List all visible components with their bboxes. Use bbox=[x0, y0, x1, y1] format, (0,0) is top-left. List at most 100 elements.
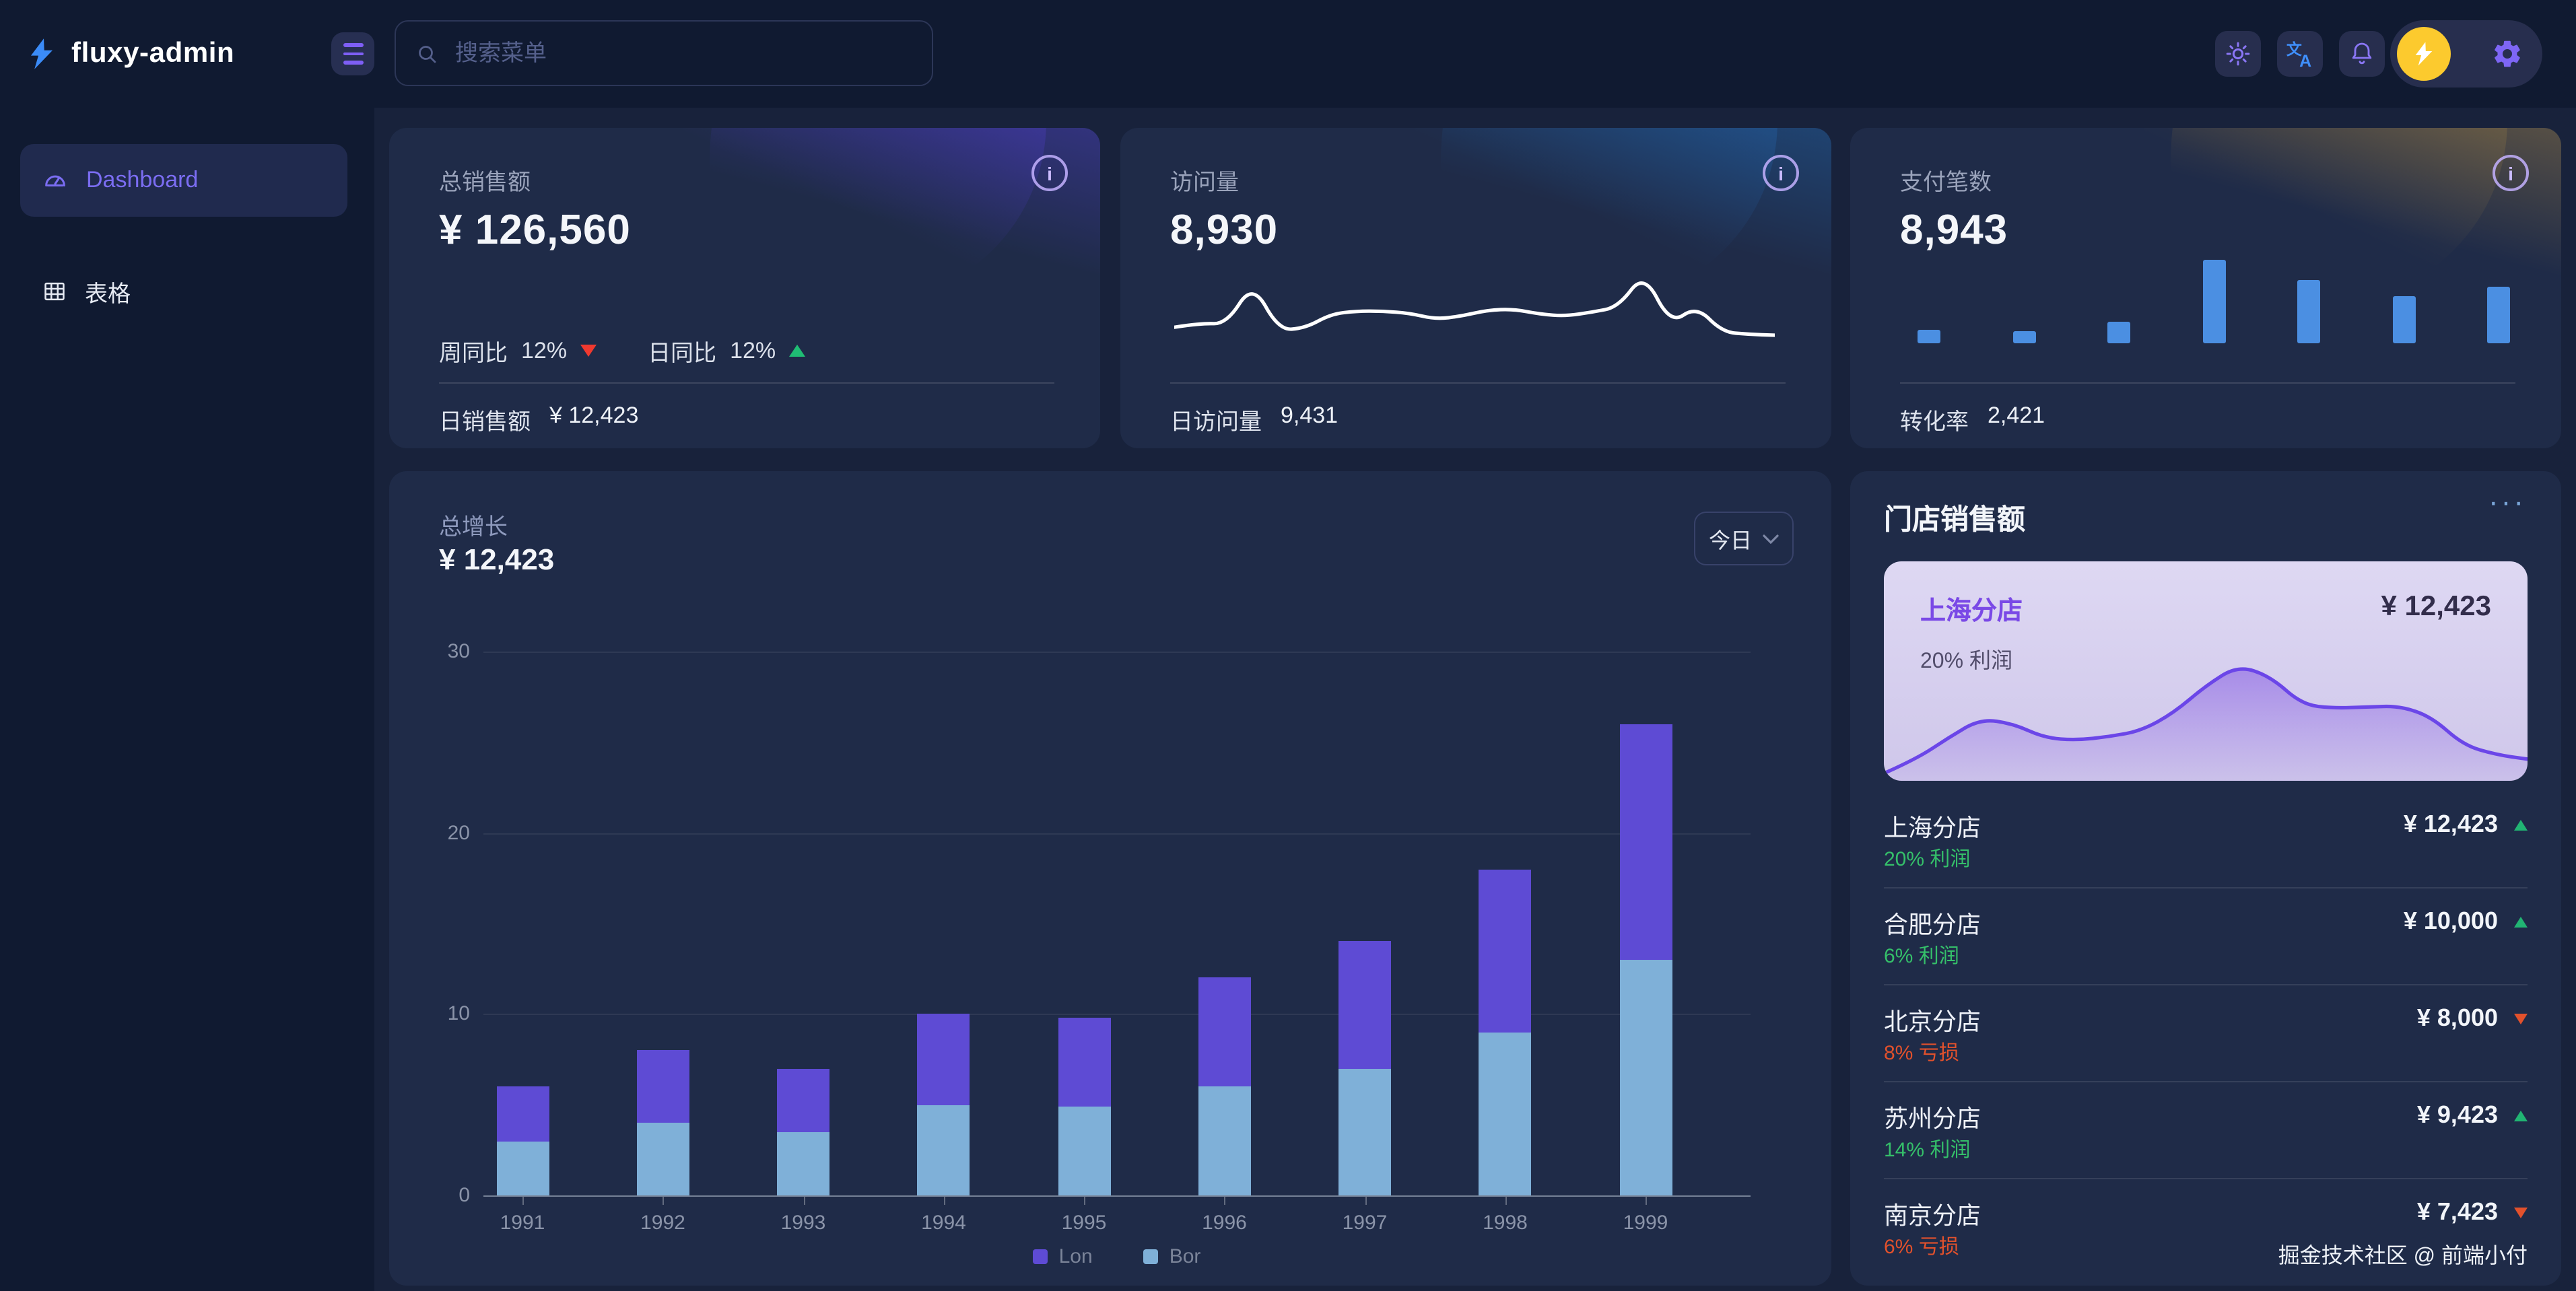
legend-label: Bor bbox=[1169, 1245, 1201, 1268]
bar-lon bbox=[1619, 724, 1672, 960]
footer-label: 转化率 bbox=[1900, 409, 1969, 435]
metric-label: 日同比 bbox=[648, 341, 717, 366]
store-list: 上海分店 20% 利润 ¥ 12,423 合肥分店 6% 利润 ¥ 10,000… bbox=[1884, 792, 2528, 1275]
mini-bar bbox=[2487, 286, 2510, 343]
chart-title: 总增长 bbox=[439, 514, 508, 540]
corner-decor bbox=[683, 128, 1046, 303]
store-highlight-card[interactable]: 上海分店 ¥ 12,423 20% 利润 bbox=[1884, 561, 2528, 781]
sidebar-item-table[interactable]: 表格 bbox=[20, 261, 347, 320]
visits-sparkline bbox=[1174, 281, 1775, 337]
bar-bor bbox=[1198, 1086, 1251, 1195]
store-value-wrap: ¥ 8,000 bbox=[2417, 1004, 2528, 1033]
metric-value: 12% bbox=[521, 337, 568, 363]
mini-bar bbox=[2392, 296, 2415, 343]
mini-bar bbox=[2202, 260, 2225, 343]
x-axis-label: 1999 bbox=[1623, 1212, 1668, 1234]
x-axis-label: 1994 bbox=[921, 1212, 966, 1234]
store-name: 合肥分店 bbox=[1884, 911, 1981, 938]
card-total-growth: 总增长 ¥ 12,423 今日 30 20 10 0 1991 1992 1993 1994 1… bbox=[389, 471, 1831, 1286]
card-value: 8,930 bbox=[1170, 206, 1279, 253]
search-input[interactable] bbox=[452, 38, 913, 68]
card-visits: 访问量 8,930 日访问量 9,431 bbox=[1120, 128, 1831, 448]
store-row: 北京分店 8% 亏损 ¥ 8,000 bbox=[1884, 985, 2528, 1082]
store-value: ¥ 12,423 bbox=[2403, 810, 2498, 837]
store-row: 上海分店 20% 利润 ¥ 12,423 bbox=[1884, 792, 2528, 888]
store-name: 南京分店 bbox=[1884, 1202, 1981, 1229]
bar-lon bbox=[1479, 869, 1532, 1033]
credit-footer: 掘金技术社区 @ 前端小付 bbox=[2278, 1245, 2528, 1268]
bell-icon bbox=[2348, 40, 2375, 67]
store-value-wrap: ¥ 12,423 bbox=[2404, 810, 2528, 839]
card-footer: 日销售额 ¥ 12,423 bbox=[439, 403, 638, 436]
bar-bor bbox=[1058, 1107, 1110, 1195]
sidebar: Dashboard 表格 bbox=[0, 108, 374, 1291]
chart-value: ¥ 12,423 bbox=[439, 543, 555, 576]
sidebar-item-dashboard[interactable]: Dashboard bbox=[20, 144, 347, 217]
metric-value: 12% bbox=[730, 337, 776, 363]
x-axis-label: 1993 bbox=[780, 1212, 826, 1234]
logo-text: fluxy-admin bbox=[71, 38, 235, 69]
store-note: 20% 利润 bbox=[1920, 650, 2012, 673]
bar-bor bbox=[1338, 1068, 1391, 1195]
panel-title: 门店销售额 bbox=[1884, 505, 2025, 536]
footer-value: 9,431 bbox=[1281, 403, 1338, 428]
chevron-down-icon bbox=[1763, 534, 1779, 543]
legend-item[interactable]: Lon bbox=[1033, 1245, 1093, 1268]
store-note: 8% 亏损 bbox=[1884, 1042, 1959, 1065]
legend-label: Lon bbox=[1058, 1245, 1093, 1268]
bar-bor bbox=[1479, 1032, 1532, 1195]
notifications-button[interactable] bbox=[2339, 31, 2385, 77]
range-select[interactable]: 今日 bbox=[1694, 512, 1794, 565]
legend-swatch bbox=[1033, 1249, 1048, 1264]
theme-toggle-button[interactable] bbox=[2215, 31, 2261, 77]
bar-bor bbox=[777, 1131, 829, 1195]
stacked-bar-chart: 30 20 10 0 1991 1992 1993 1994 1995 1996 1997 1998 1… bbox=[448, 640, 1751, 1234]
trend-icon bbox=[2514, 916, 2528, 927]
payments-mini-bars bbox=[1918, 260, 2510, 343]
footer-label: 日销售额 bbox=[439, 409, 531, 435]
menu-toggle-button[interactable] bbox=[331, 32, 374, 75]
store-value: ¥ 7,423 bbox=[2416, 1198, 2498, 1225]
sun-icon bbox=[2225, 40, 2251, 67]
trend-icon bbox=[2514, 819, 2528, 830]
store-note: 6% 亏损 bbox=[1884, 1236, 1959, 1259]
info-icon[interactable] bbox=[2493, 155, 2529, 191]
info-icon[interactable] bbox=[1031, 155, 1068, 191]
store-value-wrap: ¥ 10,000 bbox=[2404, 907, 2528, 936]
trend-down-icon bbox=[580, 345, 597, 357]
trend-icon bbox=[2514, 1207, 2528, 1218]
card-metrics: 周同比 12% 日同比 12% bbox=[439, 334, 806, 368]
settings-button[interactable] bbox=[2491, 38, 2523, 70]
bar-lon bbox=[636, 1050, 689, 1123]
sidebar-item-label: 表格 bbox=[85, 281, 131, 306]
x-axis-label: 1997 bbox=[1342, 1212, 1388, 1234]
more-button[interactable]: ··· bbox=[2488, 485, 2526, 518]
x-axis-label: 1992 bbox=[640, 1212, 685, 1234]
footer-label: 日访问量 bbox=[1170, 409, 1262, 435]
legend-item[interactable]: Bor bbox=[1143, 1245, 1201, 1268]
store-name: 苏州分店 bbox=[1884, 1105, 1981, 1132]
store-row: 合肥分店 6% 利润 ¥ 10,000 bbox=[1884, 888, 2528, 985]
mini-bar bbox=[2012, 331, 2035, 343]
bar-lon bbox=[1058, 1018, 1110, 1107]
card-title: 总销售额 bbox=[439, 170, 531, 195]
store-value: ¥ 12,423 bbox=[2381, 591, 2492, 622]
info-icon[interactable] bbox=[1763, 155, 1799, 191]
store-area-chart bbox=[1884, 667, 2528, 781]
bar-bor bbox=[636, 1123, 689, 1195]
store-value: ¥ 9,423 bbox=[2416, 1101, 2498, 1128]
footer-value: 2,421 bbox=[1988, 403, 2045, 428]
store-value: ¥ 10,000 bbox=[2403, 907, 2498, 934]
gear-icon bbox=[2491, 38, 2523, 70]
card-title: 访问量 bbox=[1170, 170, 1239, 195]
x-axis-label: 1998 bbox=[1483, 1212, 1528, 1234]
divider bbox=[1900, 382, 2515, 384]
avatar-lightning-icon bbox=[2410, 40, 2437, 67]
topbar: fluxy-admin 文A bbox=[0, 0, 2576, 108]
bar-bor bbox=[1619, 959, 1672, 1195]
avatar[interactable] bbox=[2397, 27, 2451, 81]
trend-up-icon bbox=[789, 345, 806, 357]
store-note: 20% 利润 bbox=[1884, 848, 1971, 871]
